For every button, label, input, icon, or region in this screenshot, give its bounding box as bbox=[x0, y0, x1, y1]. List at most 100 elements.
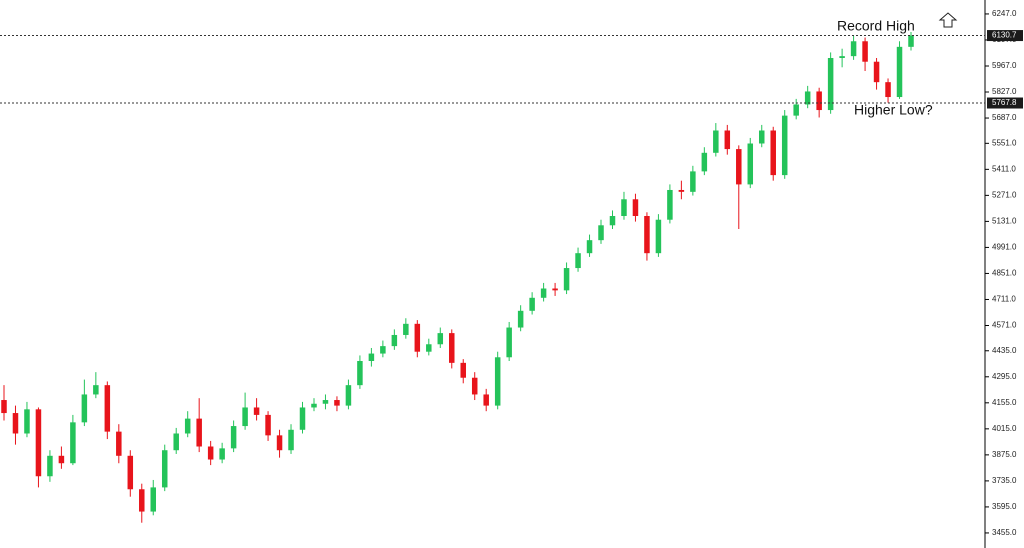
candle-body bbox=[713, 130, 719, 153]
candle-body bbox=[529, 297, 535, 311]
candle-body bbox=[644, 216, 650, 254]
y-tick-label: 4571.0 bbox=[992, 321, 1017, 330]
candle-body bbox=[253, 407, 260, 415]
candle-body bbox=[540, 288, 547, 298]
candle-body bbox=[380, 346, 386, 354]
candle-body bbox=[242, 407, 248, 427]
level-label: 5767.8 bbox=[992, 98, 1017, 107]
candle-body bbox=[598, 225, 604, 241]
record-high-label: Record High bbox=[837, 18, 915, 34]
y-tick-label: 5687.0 bbox=[992, 113, 1017, 122]
candle-body bbox=[81, 394, 88, 423]
candle-body bbox=[47, 455, 53, 477]
y-tick-label: 4435.0 bbox=[992, 346, 1017, 355]
candle-body bbox=[827, 57, 834, 111]
candle-body bbox=[414, 323, 421, 352]
candle-body bbox=[276, 435, 283, 451]
candle-body bbox=[322, 400, 329, 404]
level-label: 6130.7 bbox=[992, 31, 1017, 40]
candle-body bbox=[494, 357, 501, 406]
y-tick-label: 3595.0 bbox=[992, 502, 1017, 511]
candle-body bbox=[885, 82, 891, 98]
candle-body bbox=[483, 394, 489, 406]
candle-body bbox=[403, 323, 409, 335]
candle-body bbox=[908, 35, 914, 47]
y-tick-label: 4991.0 bbox=[992, 243, 1017, 252]
y-tick-label: 4711.0 bbox=[992, 295, 1016, 304]
candle-body bbox=[747, 143, 754, 185]
candle-body bbox=[70, 422, 76, 464]
candle-body bbox=[736, 149, 742, 185]
candle-body bbox=[150, 487, 157, 512]
candle-body bbox=[816, 91, 822, 111]
candle-body bbox=[12, 413, 19, 434]
candle-body bbox=[449, 333, 455, 363]
candle-body bbox=[862, 41, 868, 62]
y-tick-label: 5967.0 bbox=[992, 61, 1017, 70]
candle-body bbox=[207, 446, 214, 460]
arrow-icon bbox=[938, 12, 958, 28]
candle-body bbox=[24, 409, 30, 434]
candle-body bbox=[368, 353, 375, 361]
candle-body bbox=[563, 268, 570, 291]
candle-body bbox=[139, 489, 145, 512]
y-tick-label: 5131.0 bbox=[992, 217, 1017, 226]
candle-body bbox=[804, 91, 811, 105]
candle-body bbox=[575, 253, 581, 269]
candle-body bbox=[173, 433, 179, 451]
candle-body bbox=[104, 385, 111, 432]
candle-body bbox=[793, 104, 799, 116]
candle-body bbox=[184, 418, 191, 434]
candle-body bbox=[552, 288, 558, 291]
candle-body bbox=[299, 407, 306, 430]
y-tick-label: 5271.0 bbox=[992, 190, 1017, 199]
y-tick-label: 5551.0 bbox=[992, 138, 1017, 147]
candle-body bbox=[839, 56, 845, 58]
candle-body bbox=[58, 455, 65, 464]
candle-body bbox=[219, 448, 225, 460]
candle-body bbox=[116, 431, 122, 456]
candle-body bbox=[781, 115, 788, 176]
y-tick-label: 3455.0 bbox=[992, 528, 1017, 537]
candle-body bbox=[391, 334, 398, 347]
candle-body bbox=[334, 400, 340, 406]
candle-body bbox=[1, 400, 7, 414]
candle-body bbox=[896, 46, 903, 98]
candle-body bbox=[357, 360, 363, 386]
candle-body bbox=[850, 41, 857, 57]
candle-body bbox=[517, 310, 524, 328]
candle-body bbox=[127, 455, 134, 490]
candle-body bbox=[35, 409, 42, 477]
candle-body bbox=[161, 450, 168, 488]
candle-body bbox=[678, 189, 685, 192]
candle-body bbox=[426, 344, 432, 352]
y-tick-label: 4295.0 bbox=[992, 372, 1017, 381]
candle-body bbox=[632, 199, 639, 217]
candle-body bbox=[586, 240, 593, 254]
candle-body bbox=[345, 385, 352, 406]
candle-body bbox=[230, 426, 237, 449]
y-tick-label: 3875.0 bbox=[992, 450, 1017, 459]
y-tick-label: 3735.0 bbox=[992, 476, 1017, 485]
candle-body bbox=[288, 429, 294, 451]
candle-body bbox=[311, 403, 317, 408]
candle-body bbox=[873, 61, 880, 83]
y-tick-label: 4155.0 bbox=[992, 398, 1017, 407]
candle-body bbox=[690, 171, 696, 192]
candle-body bbox=[621, 199, 627, 217]
y-tick-label: 4015.0 bbox=[992, 424, 1017, 433]
candle-body bbox=[506, 327, 512, 358]
candle-body bbox=[724, 130, 731, 150]
level-box bbox=[987, 97, 1023, 109]
candle-body bbox=[437, 333, 444, 345]
candle-body bbox=[667, 189, 673, 220]
candle-body bbox=[471, 377, 478, 395]
candle-body bbox=[265, 414, 271, 436]
candle-body bbox=[460, 362, 466, 378]
candle-body bbox=[701, 152, 708, 172]
y-tick-label: 5827.0 bbox=[992, 87, 1017, 96]
candle-body bbox=[655, 219, 662, 254]
candle-body bbox=[93, 385, 99, 395]
